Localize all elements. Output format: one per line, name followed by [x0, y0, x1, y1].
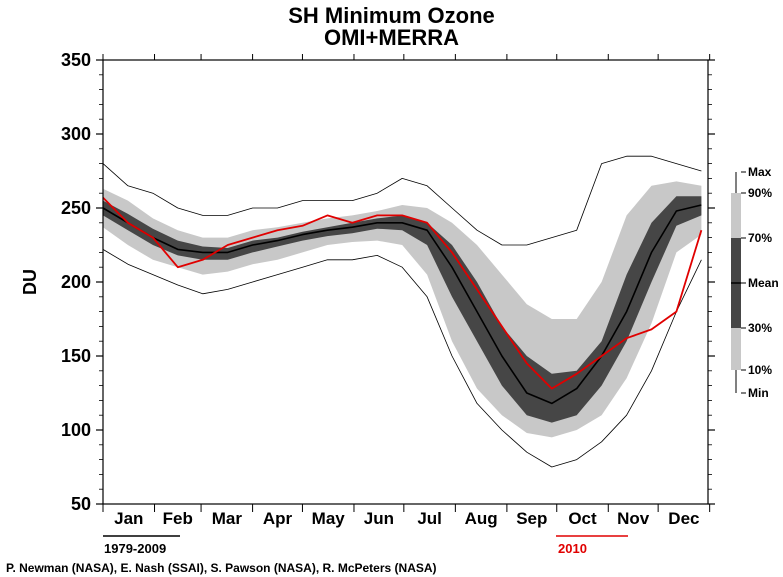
y-tick-label: 100 [61, 420, 91, 440]
x-month-label: Feb [163, 509, 193, 528]
y-tick-label: 350 [61, 50, 91, 70]
y-tick-label: 300 [61, 124, 91, 144]
y-axis-label: DU [20, 269, 40, 295]
x-month-label: Jan [114, 509, 143, 528]
y-tick-label: 200 [61, 272, 91, 292]
x-month-label: Dec [668, 509, 699, 528]
chart-subtitle: OMI+MERRA [323, 25, 460, 50]
x-month-label: Oct [568, 509, 597, 528]
period-base-label: 1979-2009 [104, 541, 167, 556]
x-month-label: Apr [263, 509, 293, 528]
y-tick-label: 250 [61, 198, 91, 218]
x-month-label: Sep [516, 509, 547, 528]
year-2010-line [102, 196, 703, 390]
credits: P. Newman (NASA), E. Nash (SSAI), S. Paw… [6, 561, 437, 575]
period-year-label: 2010 [558, 541, 587, 556]
y-tick-label: 150 [61, 346, 91, 366]
legend-label: Mean [748, 276, 779, 290]
legend-label: 30% [748, 321, 772, 335]
min-line [102, 249, 702, 468]
x-month-label: Jul [417, 509, 442, 528]
max-line [102, 155, 702, 246]
legend-label: Min [748, 386, 769, 400]
x-month-label: May [312, 509, 346, 528]
legend-label: Max [748, 165, 772, 179]
x-month-label: Aug [465, 509, 498, 528]
legend-label: 90% [748, 186, 772, 200]
legend-label: 10% [748, 363, 772, 377]
x-month-label: Jun [364, 509, 394, 528]
x-month-label: Nov [617, 509, 650, 528]
x-month-label: Mar [212, 509, 243, 528]
y-tick-label: 50 [71, 494, 91, 514]
chart-title: SH Minimum Ozone [288, 3, 495, 28]
legend-label: 70% [748, 231, 772, 245]
